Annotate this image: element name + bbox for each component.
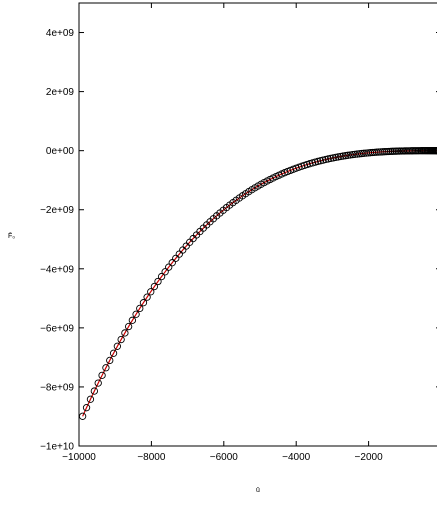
data-point bbox=[434, 147, 437, 155]
x-axis-label: ū bbox=[256, 487, 260, 494]
axes-frame bbox=[78, 2, 437, 447]
y-tick-label: −2e+09 bbox=[40, 205, 74, 216]
data-point bbox=[128, 316, 137, 324]
data-point bbox=[321, 155, 330, 164]
y-tick-label: −6e+09 bbox=[40, 323, 74, 334]
data-point bbox=[90, 387, 99, 395]
data-point bbox=[351, 150, 359, 159]
data-point bbox=[341, 152, 350, 160]
plot-frame bbox=[78, 2, 437, 447]
y-tick-label: 2e+09 bbox=[46, 87, 75, 98]
data-point bbox=[150, 282, 159, 291]
data-point bbox=[139, 299, 148, 307]
data-point bbox=[319, 156, 327, 164]
data-point bbox=[98, 371, 106, 379]
data-point bbox=[324, 155, 332, 163]
x-axis: −10000−8000−6000−4000−20000 bbox=[62, 3, 384, 463]
data-point bbox=[117, 335, 125, 344]
data-point bbox=[329, 154, 337, 162]
data-point bbox=[377, 148, 385, 156]
data-point bbox=[136, 304, 144, 313]
series-line bbox=[82, 150, 437, 417]
x-tick-label: −10000 bbox=[62, 452, 96, 463]
data-point bbox=[337, 152, 345, 161]
data-point bbox=[161, 268, 169, 276]
data-point bbox=[109, 349, 118, 357]
y-tick-label: 4e+09 bbox=[46, 28, 75, 39]
data-point bbox=[154, 277, 162, 286]
data-point bbox=[172, 254, 180, 262]
data-point bbox=[168, 259, 176, 267]
y-axis: −1e+10 −8e+09 −6e+09 −4e+09 −2e+09 0e+00 2e+09… bbox=[40, 28, 437, 453]
data-point bbox=[102, 364, 110, 372]
data-point bbox=[86, 395, 95, 403]
x-tick-label: −4000 bbox=[282, 452, 311, 463]
x-tick-label: −2000 bbox=[355, 452, 384, 463]
series-markers bbox=[78, 147, 437, 420]
y-axis-label: F̄₀ bbox=[8, 232, 15, 240]
y-tick-label: 0e+00 bbox=[46, 146, 75, 157]
data-point bbox=[344, 151, 352, 159]
data-point bbox=[434, 147, 437, 155]
data-point bbox=[124, 322, 133, 331]
data-point bbox=[379, 148, 387, 156]
data-point bbox=[121, 329, 129, 337]
x-tick-label: −6000 bbox=[210, 452, 239, 463]
data-point bbox=[94, 379, 102, 387]
data-point bbox=[339, 152, 347, 160]
data-point bbox=[113, 342, 122, 350]
data-point bbox=[346, 151, 354, 159]
plot-area bbox=[78, 147, 437, 420]
data-point bbox=[334, 153, 342, 161]
data-point bbox=[106, 356, 114, 365]
data-point bbox=[147, 288, 155, 296]
data-point bbox=[332, 153, 340, 162]
data-point bbox=[82, 404, 91, 412]
data-point bbox=[132, 310, 140, 318]
y-tick-label: −1e+10 bbox=[40, 442, 74, 453]
data-point bbox=[348, 150, 357, 159]
data-point bbox=[78, 412, 87, 420]
data-point bbox=[381, 148, 389, 156]
data-point bbox=[385, 147, 393, 156]
data-point bbox=[165, 263, 173, 271]
y-tick-label: −4e+09 bbox=[40, 264, 74, 275]
data-point bbox=[143, 293, 151, 301]
data-point bbox=[157, 272, 166, 281]
y-tick-label: −8e+09 bbox=[40, 382, 74, 393]
data-point bbox=[327, 154, 335, 163]
x-tick-label: −8000 bbox=[137, 452, 166, 463]
